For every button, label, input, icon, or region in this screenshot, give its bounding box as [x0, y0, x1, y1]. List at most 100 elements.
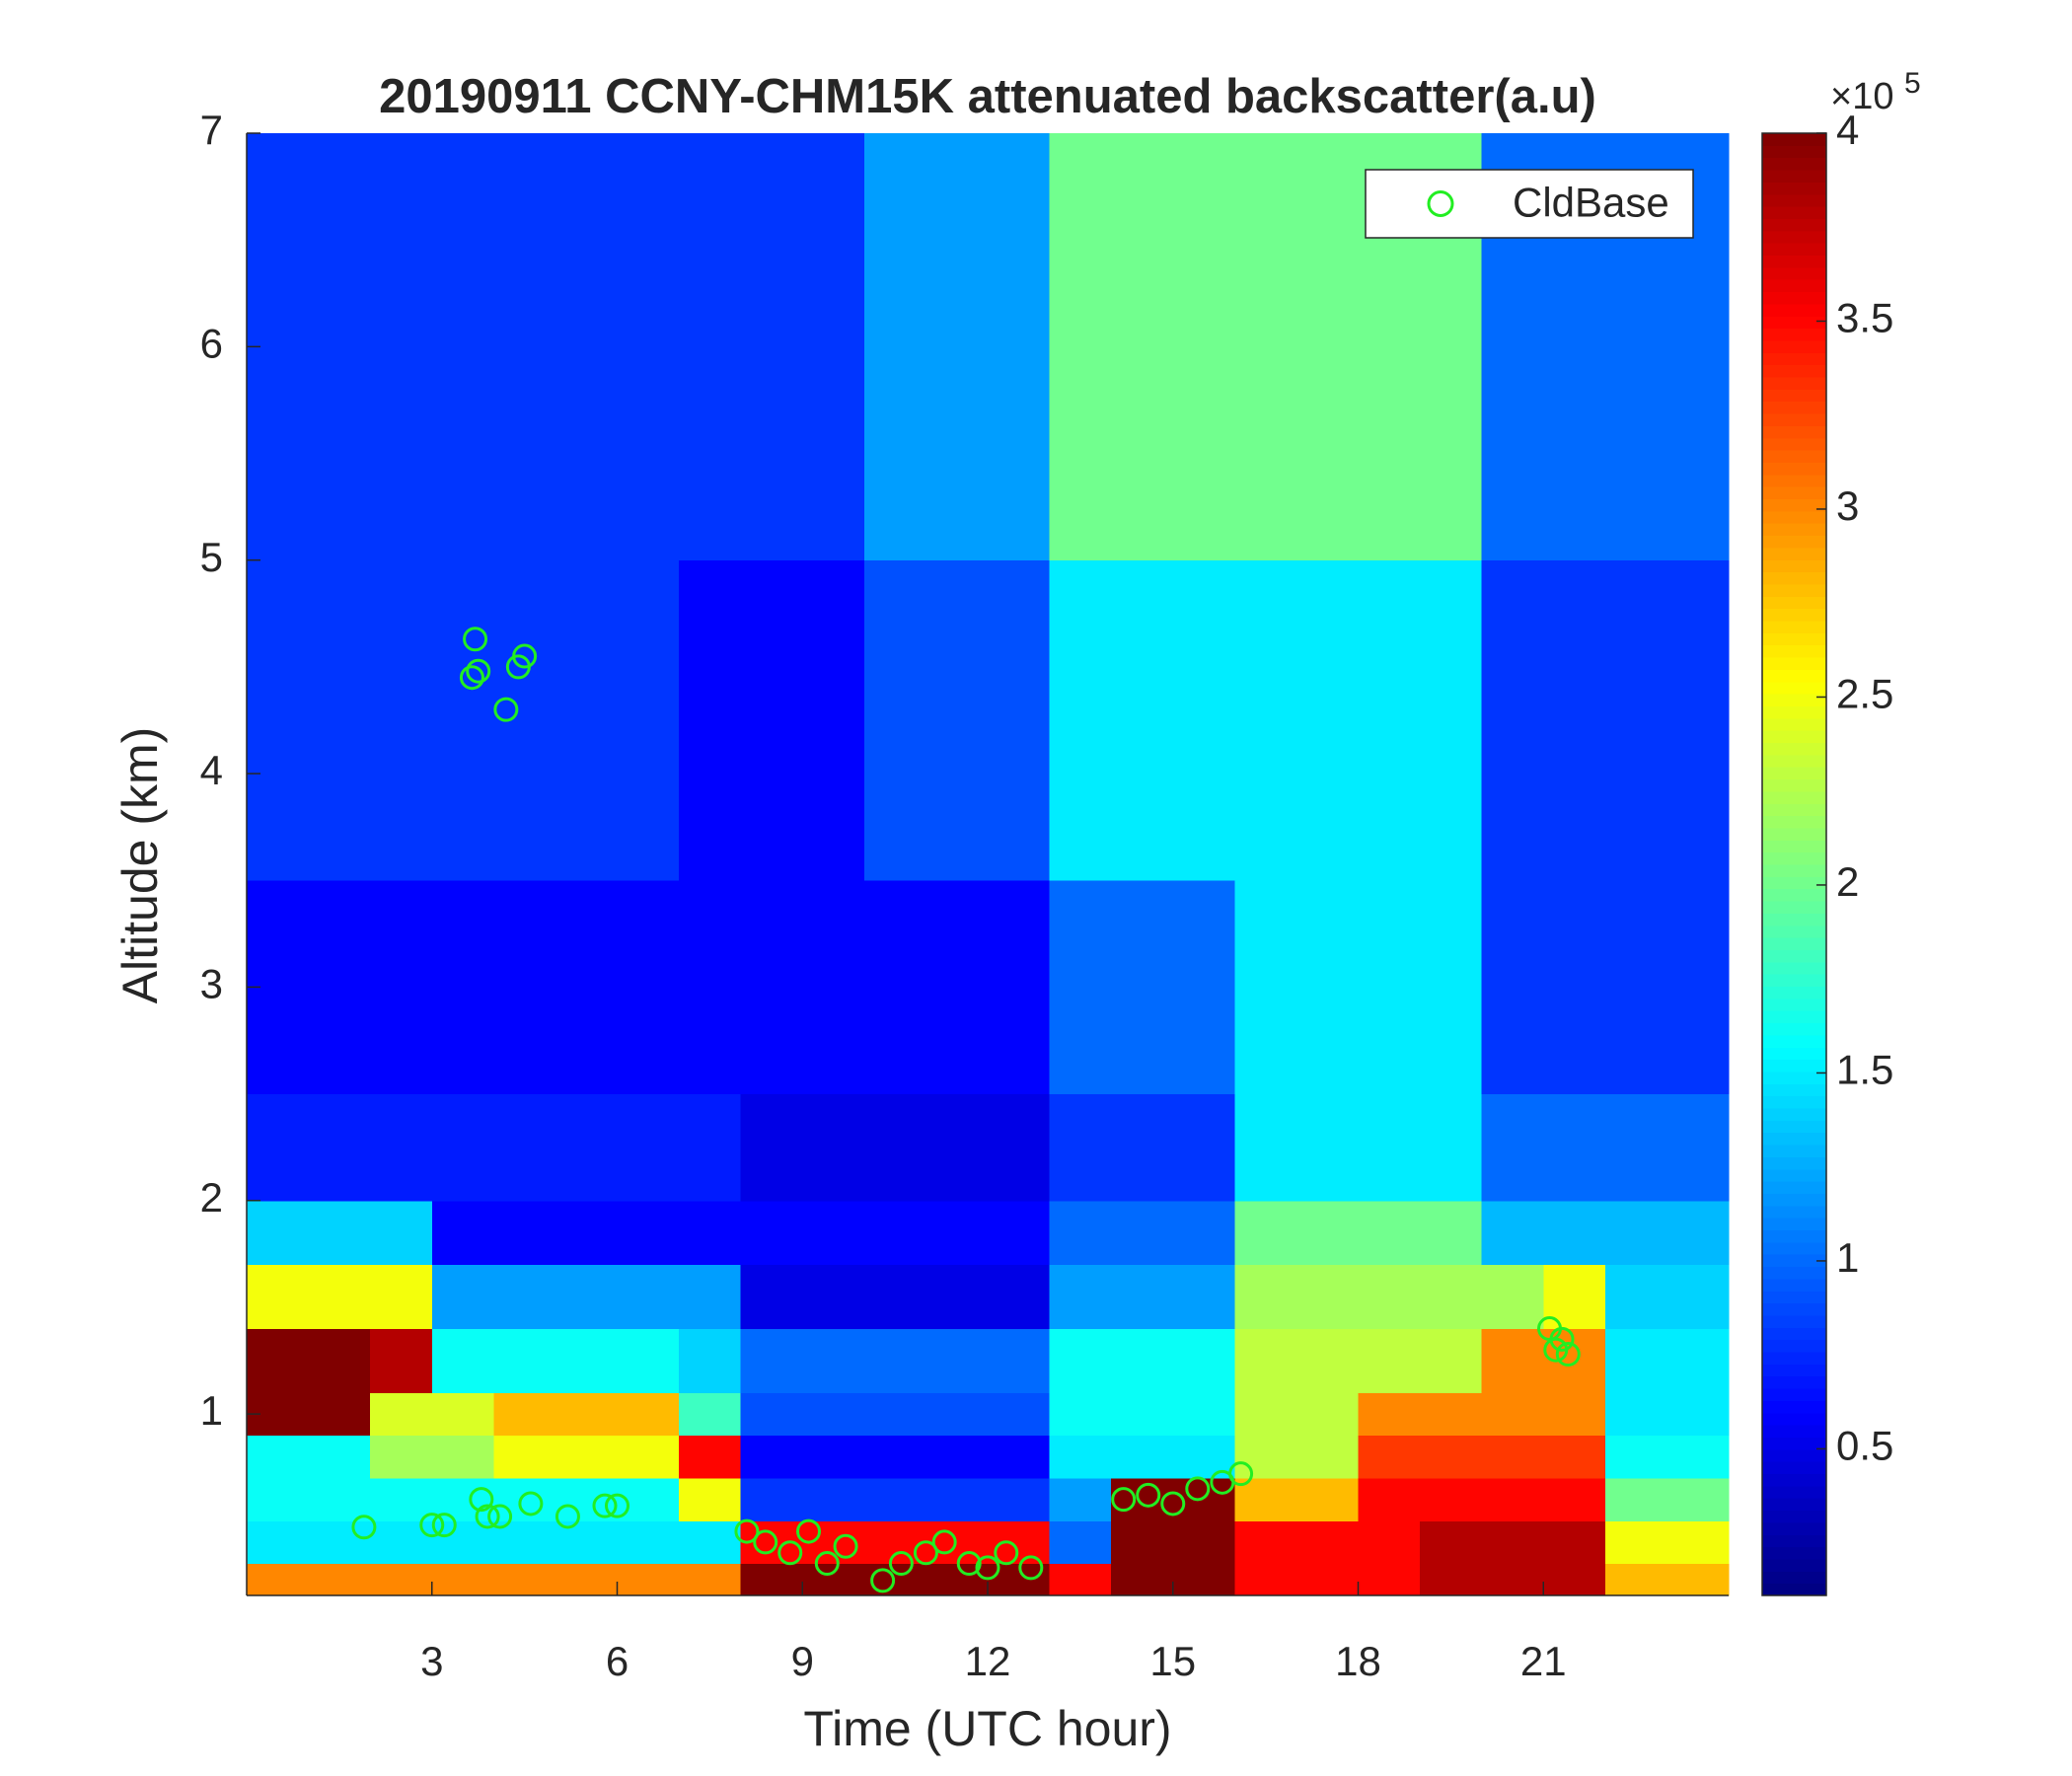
heatmap-cell	[1358, 1200, 1421, 1266]
heatmap-cell	[1481, 1520, 1544, 1565]
colorbar-swatch	[1762, 876, 1826, 890]
colorbar-swatch	[1762, 961, 1826, 975]
heatmap-cell	[247, 1264, 310, 1330]
heatmap-cell	[1420, 880, 1483, 1095]
heatmap-cell	[1666, 1478, 1730, 1521]
heatmap-cell	[431, 880, 494, 1095]
heatmap-cell	[370, 133, 433, 561]
heatmap-cell	[1111, 559, 1174, 881]
colorbar-swatch	[1762, 632, 1826, 646]
heatmap-cell	[988, 1392, 1051, 1437]
colorbar-swatch	[1762, 1521, 1826, 1535]
heatmap-cell	[493, 880, 556, 1095]
heatmap-cell	[1543, 559, 1606, 881]
colorbar-swatch	[1762, 1181, 1826, 1194]
x-tick-label: 18	[1335, 1638, 1381, 1684]
heatmap-cell	[247, 1563, 310, 1596]
heatmap-cell	[1111, 1093, 1174, 1202]
heatmap-cell	[1358, 1563, 1421, 1596]
heatmap-cell	[308, 1392, 371, 1437]
colorbar-swatch	[1762, 243, 1826, 256]
colorbar-swatch	[1762, 559, 1826, 573]
heatmap-cell	[925, 559, 989, 881]
heatmap-cell	[493, 1200, 556, 1266]
heatmap-cell	[1604, 1563, 1667, 1596]
heatmap-cell	[740, 880, 803, 1095]
heatmap-cell	[617, 1264, 680, 1330]
colorbar-swatch	[1762, 1229, 1826, 1243]
heatmap-cell	[1234, 1328, 1297, 1393]
colorbar-swatch	[1762, 339, 1826, 353]
x-axis-label: Time (UTC hour)	[803, 1701, 1171, 1756]
heatmap-cell	[1543, 880, 1606, 1095]
colorbar-swatch	[1762, 974, 1826, 987]
colorbar-swatch	[1762, 767, 1826, 780]
colorbar-swatch	[1762, 255, 1826, 268]
colorbar-swatch	[1762, 1168, 1826, 1182]
colorbar-swatch	[1762, 510, 1826, 524]
heatmap-cell	[1420, 1264, 1483, 1330]
heatmap-cell	[988, 559, 1051, 881]
heatmap-cell	[555, 1093, 618, 1202]
colorbar-swatch	[1762, 364, 1826, 378]
heatmap-cell	[1420, 1200, 1483, 1266]
heatmap-cell	[555, 880, 618, 1095]
colorbar-swatch	[1762, 352, 1826, 366]
heatmap-cell	[1111, 1392, 1174, 1437]
colorbar-swatch	[1762, 937, 1826, 950]
heatmap-cell	[1049, 880, 1112, 1095]
y-tick-label: 4	[200, 747, 223, 793]
cloud-base-point	[888, 1551, 914, 1577]
heatmap-cell	[1111, 1563, 1174, 1596]
heatmap-cell	[1295, 1093, 1359, 1202]
cloud-base-point	[913, 1540, 938, 1566]
colorbar-swatch	[1762, 425, 1826, 439]
heatmap-cell	[1358, 880, 1421, 1095]
heatmap-cell	[1420, 1478, 1483, 1521]
heatmap-cell	[370, 559, 433, 881]
heatmap-cell	[555, 1264, 618, 1330]
colorbar-swatch	[1762, 1022, 1826, 1036]
y-tick-label: 2	[200, 1174, 223, 1221]
heatmap-cell	[740, 133, 803, 561]
cloud-base-point	[833, 1533, 858, 1559]
heatmap-cell	[679, 880, 742, 1095]
cloud-base-point	[1136, 1482, 1161, 1508]
heatmap-cell	[1420, 1520, 1483, 1565]
colorbar-tick-label: 3.5	[1836, 295, 1893, 341]
heatmap-cell	[988, 1200, 1051, 1266]
cloud-base-point	[796, 1518, 822, 1544]
heatmap-cell	[1666, 1264, 1730, 1330]
heatmap-cell	[1666, 1563, 1730, 1596]
heatmap-cell	[1172, 1093, 1235, 1202]
heatmap-cell	[1420, 1435, 1483, 1479]
colorbar-swatch	[1762, 389, 1826, 403]
cloud-base-point	[475, 1504, 500, 1529]
heatmap-cell	[1604, 1328, 1667, 1393]
colorbar-swatch	[1762, 717, 1826, 731]
colorbar-swatch	[1762, 754, 1826, 768]
y-tick-label: 5	[200, 534, 223, 580]
heatmap-cell	[1172, 1264, 1235, 1330]
cloud-base-point	[975, 1555, 1000, 1581]
colorbar-swatch	[1762, 1425, 1826, 1438]
heatmap-cell	[1295, 1392, 1359, 1437]
heatmap-cell	[1604, 1093, 1667, 1202]
colorbar-swatch	[1762, 583, 1826, 597]
heatmap-cell	[1481, 880, 1544, 1095]
colorbar-swatch	[1762, 1156, 1826, 1170]
legend-marker	[1427, 190, 1454, 217]
cloud-base-point	[592, 1493, 618, 1518]
colorbar-tick-label: 2	[1836, 858, 1859, 905]
heatmap-cell	[925, 1200, 989, 1266]
heatmap-cell	[1295, 559, 1359, 881]
cloud-base-point	[512, 643, 538, 669]
heatmap-cell	[1234, 880, 1297, 1095]
heatmap-cell	[1420, 1563, 1483, 1596]
heatmap-cell	[1543, 1093, 1606, 1202]
heatmap-cell	[1358, 1520, 1421, 1565]
heatmap-cell	[247, 1435, 310, 1479]
x-tick-label: 9	[791, 1638, 814, 1684]
colorbar-swatch	[1762, 705, 1826, 719]
heatmap-cell	[802, 1563, 865, 1596]
